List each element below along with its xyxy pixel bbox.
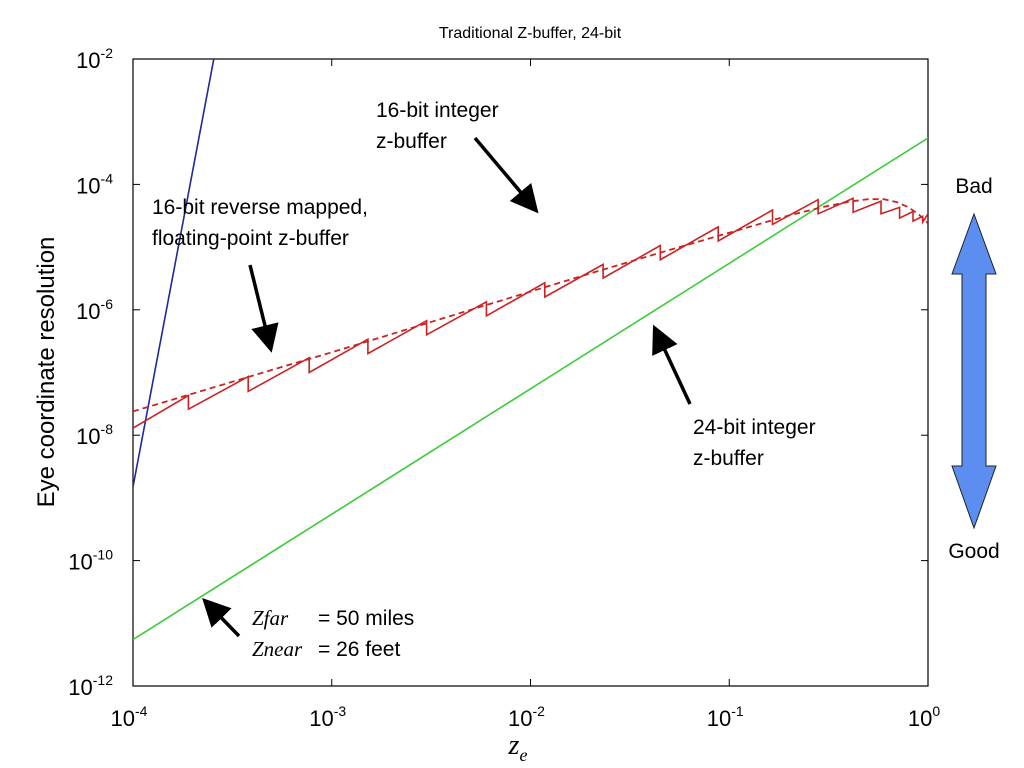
quality-double-arrow <box>951 212 997 530</box>
x-tick-label: 10-3 <box>309 703 346 731</box>
series-line-red-dashed <box>133 198 928 413</box>
annotation-zfar: Zfar = 50 miles <box>252 606 414 630</box>
y-tick-label-exp: -8 <box>101 421 114 437</box>
x-tick-label-exp: 0 <box>932 703 940 719</box>
annotation-16bit-reverse-line2: floating-point z-buffer <box>152 227 349 250</box>
x-tick-labels: 10-4 10-3 10-2 10-1 100 <box>111 703 941 731</box>
y-tick-label-exp: -2 <box>101 45 114 61</box>
y-tick-label: 10-12 <box>68 672 113 700</box>
x-tick-label-exp: -2 <box>533 703 546 719</box>
y-tick-label: 10-10 <box>68 547 113 575</box>
x-axis-label: ze <box>508 730 528 765</box>
arrow-zfar-znear <box>202 597 241 638</box>
y-tick-label-base: 10 <box>68 675 92 700</box>
arrow-24bit-integer <box>652 324 692 405</box>
x-tick-label-exp: -4 <box>135 703 148 719</box>
bad-label: Bad <box>955 175 992 198</box>
y-tick-label-base: 10 <box>76 173 100 198</box>
znear-value: = 26 feet <box>318 638 400 661</box>
annotation-24bit-integer-line1: 24-bit integer <box>693 416 816 439</box>
x-tick-label-base: 10 <box>111 706 135 731</box>
y-tick-label-exp: -12 <box>93 672 113 688</box>
y-tick-label-exp: -4 <box>101 170 114 186</box>
y-tick-label: 10-2 <box>76 45 113 73</box>
annotation-16bit-reverse-line1: 16-bit reverse mapped, <box>152 196 368 219</box>
x-tick-label-exp: -3 <box>334 703 347 719</box>
y-tick-label-base: 10 <box>76 48 100 73</box>
annotation-16bit-reverse: 16-bit reverse mapped, floating-point z-… <box>152 196 374 250</box>
znear-label: Znear <box>252 637 303 661</box>
series-line-blue <box>133 59 215 488</box>
x-tick-label: 10-1 <box>707 703 744 731</box>
annotation-znear: Znear = 26 feet <box>252 637 400 661</box>
annotation-16bit-integer-line1: 16-bit integer <box>376 99 499 122</box>
y-tick-label: 10-8 <box>76 421 113 449</box>
series-group <box>133 59 928 641</box>
x-tick-label-base: 10 <box>508 706 532 731</box>
x-tick-label: 10-4 <box>111 703 148 731</box>
x-axis-label-sub: e <box>519 745 527 765</box>
x-tick-label-base: 10 <box>707 706 731 731</box>
series-line-green <box>133 137 928 641</box>
x-tick-label-base: 10 <box>908 706 932 731</box>
x-tick-label-base: 10 <box>309 706 333 731</box>
zfar-label: Zfar <box>252 606 289 630</box>
plot-frame <box>132 58 929 687</box>
good-label: Good <box>948 540 999 563</box>
x-axis-label-main: z <box>508 730 520 761</box>
y-tick-label-exp: -10 <box>93 547 113 563</box>
y-tick-label: 10-6 <box>76 296 113 324</box>
annotation-16bit-integer-line2: z-buffer <box>376 130 447 153</box>
annotation-16bit-integer: 16-bit integer z-buffer <box>376 99 504 153</box>
annotation-24bit-integer-line2: z-buffer <box>693 447 764 470</box>
y-tick-label-base: 10 <box>76 299 100 324</box>
axis-ticks <box>132 58 929 687</box>
y-tick-label-base: 10 <box>76 424 100 449</box>
arrow-16bit-integer <box>473 136 539 214</box>
y-tick-label-exp: -6 <box>101 296 114 312</box>
y-axis-label: Eye coordinate resolution <box>33 237 60 508</box>
x-tick-label-exp: -1 <box>731 703 744 719</box>
chart-title: Traditional Z-buffer, 24-bit <box>439 25 622 42</box>
y-tick-label-base: 10 <box>68 550 92 575</box>
x-tick-label: 100 <box>908 703 940 731</box>
x-tick-label: 10-2 <box>508 703 545 731</box>
y-tick-label: 10-4 <box>76 170 113 198</box>
zfar-value: = 50 miles <box>318 607 414 630</box>
annotation-24bit-integer: 24-bit integer z-buffer <box>693 416 821 470</box>
arrow-16bit-reverse <box>248 264 279 353</box>
